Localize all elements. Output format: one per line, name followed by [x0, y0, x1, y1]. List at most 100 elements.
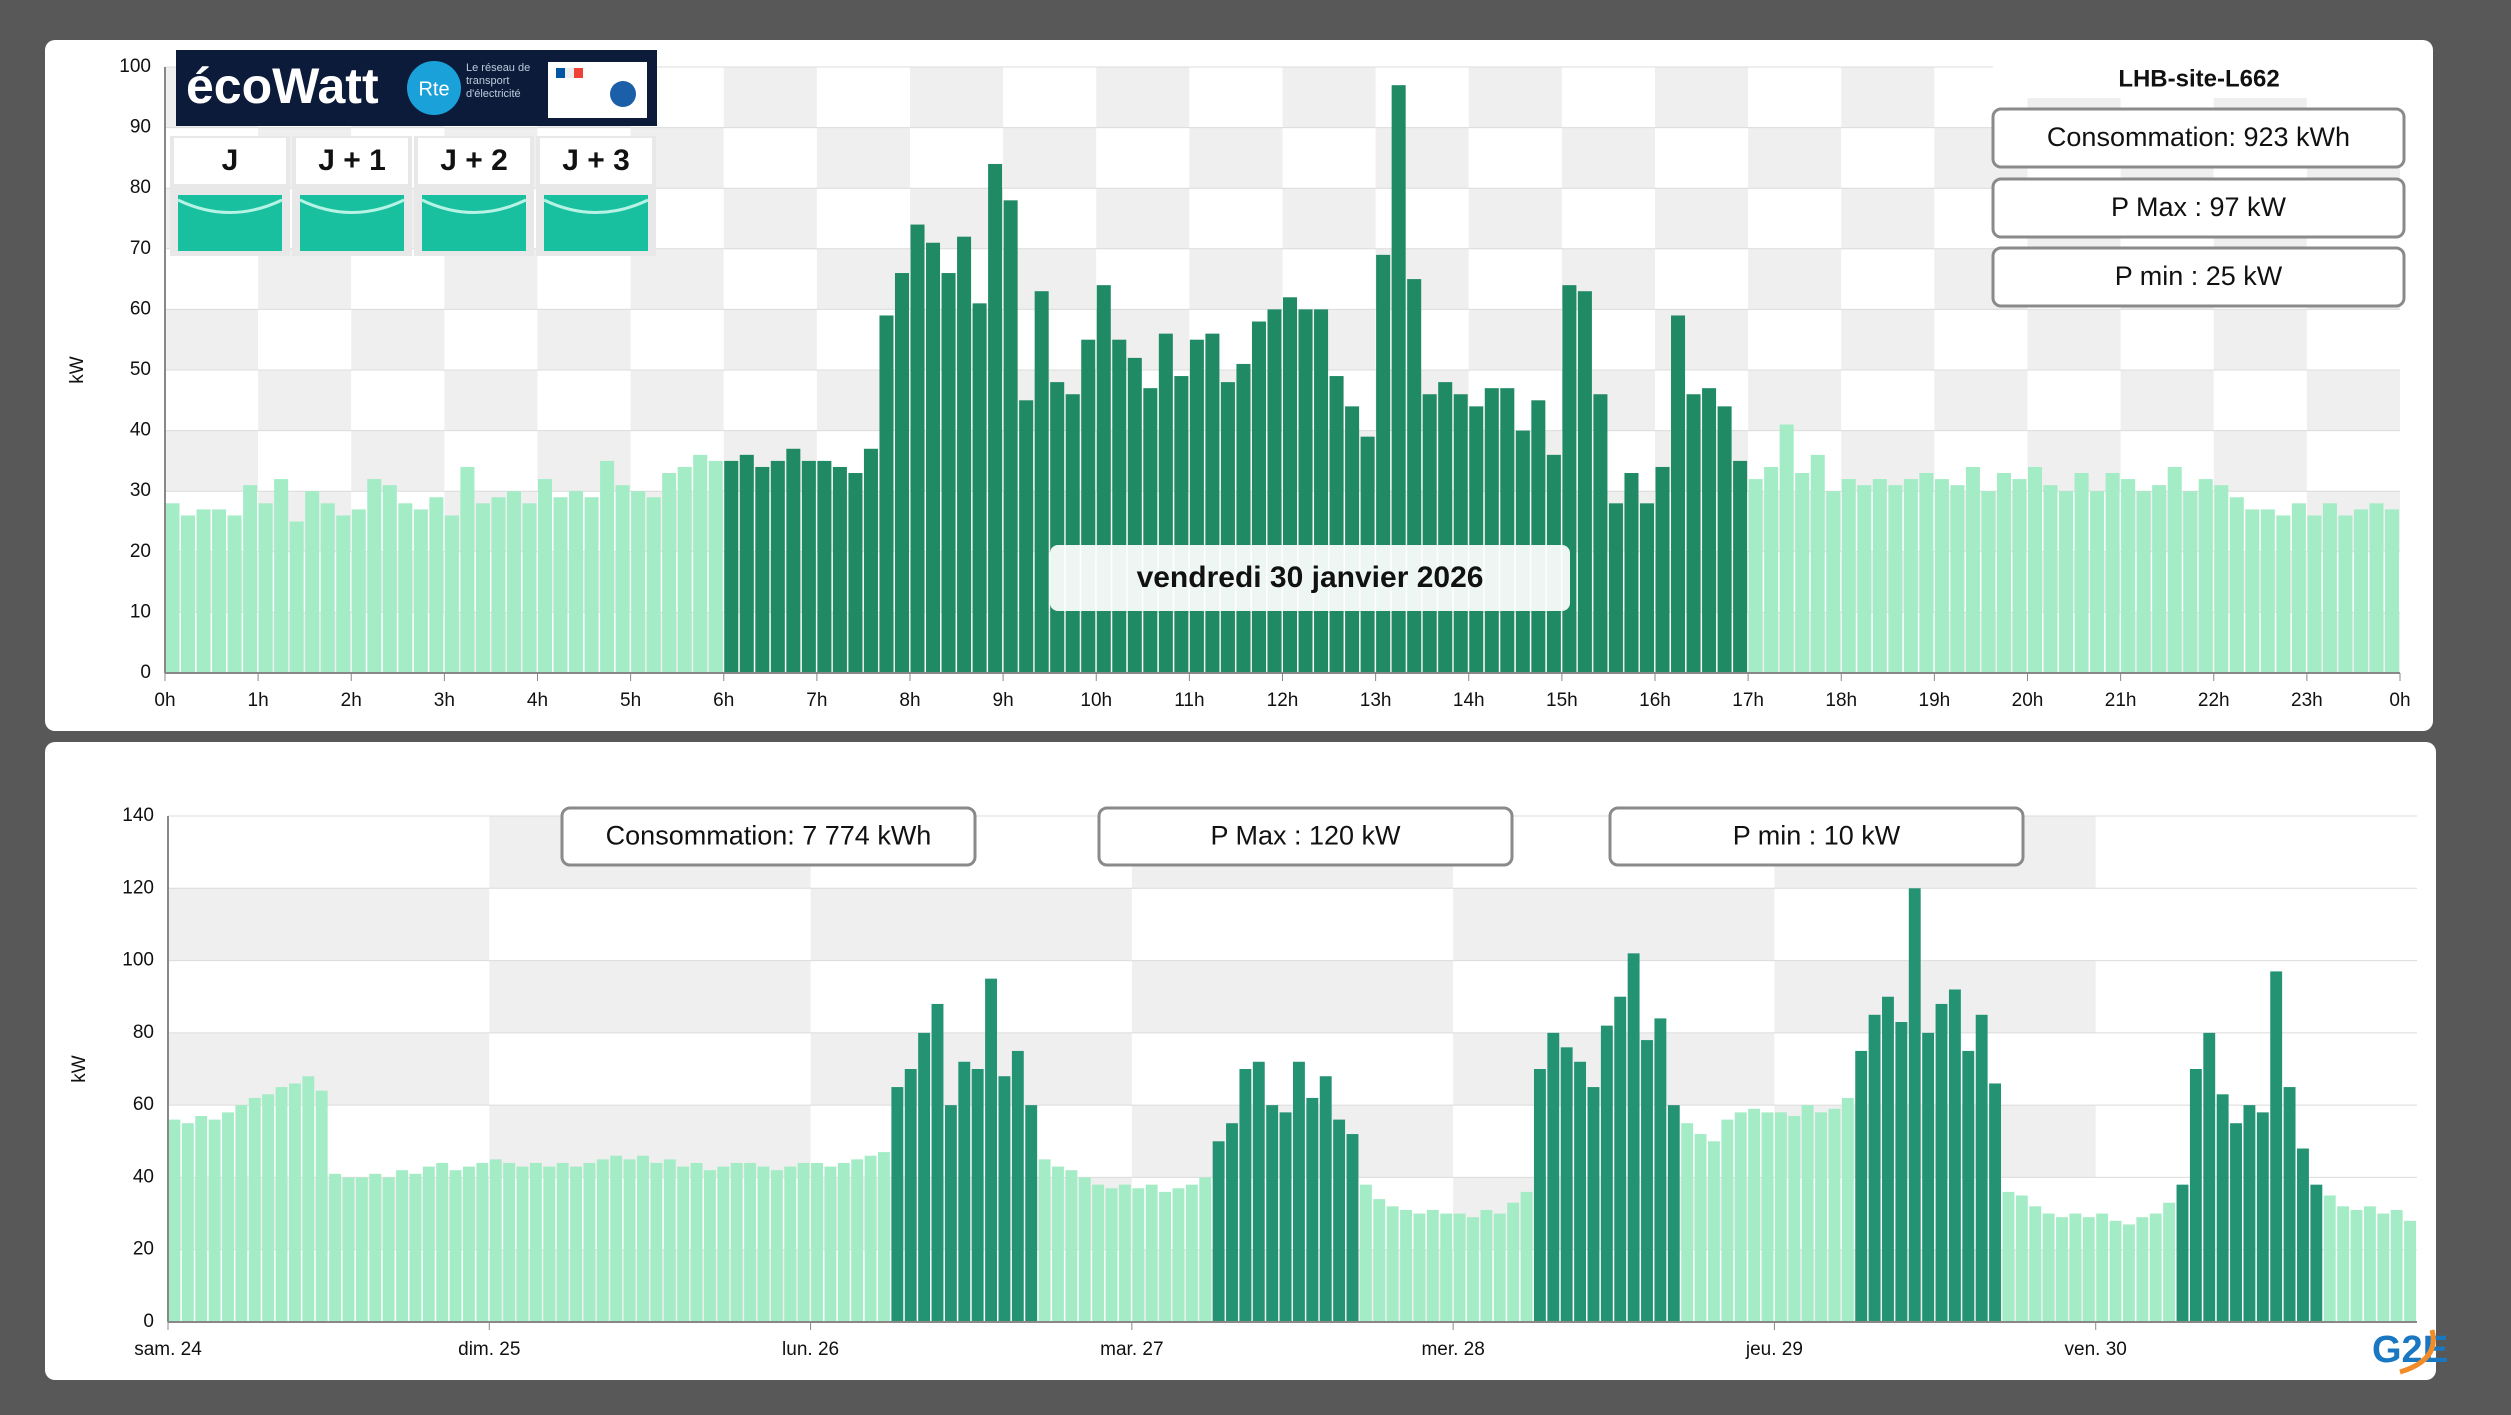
bar	[784, 1166, 797, 1322]
bar	[998, 1076, 1011, 1322]
grid-cell	[2306, 612, 2400, 673]
y-tick-label: 120	[122, 877, 154, 898]
g2e-logo: G2E	[2372, 1329, 2448, 1371]
bar	[436, 1162, 449, 1322]
bar	[355, 1177, 368, 1322]
bar	[463, 1166, 475, 1322]
bar	[1050, 382, 1065, 673]
grid-cell	[910, 612, 1004, 673]
bar	[848, 473, 863, 673]
grid-cell	[1375, 430, 1469, 492]
bar	[1962, 1050, 1975, 1322]
bar	[2323, 1195, 2336, 1322]
grid-cell	[1375, 188, 1469, 249]
bar	[1422, 394, 1437, 673]
bar	[1882, 996, 1894, 1322]
bar	[1467, 1217, 1479, 1322]
day-signal	[422, 195, 526, 251]
bar	[1627, 953, 1640, 1322]
grid-cell	[1561, 612, 1655, 673]
grid-cell	[1003, 612, 1097, 673]
bar	[1174, 376, 1189, 673]
grid-cell	[1748, 127, 1842, 189]
grid-cell	[810, 1032, 1132, 1106]
grid-cell	[444, 491, 538, 552]
day-signal	[178, 195, 282, 251]
grid-cell	[1655, 551, 1749, 613]
bar	[382, 485, 397, 673]
grid-cell	[258, 491, 352, 552]
day-label: J + 3	[562, 144, 630, 177]
bar	[1734, 1112, 1747, 1322]
y-tick-label: 20	[130, 541, 151, 562]
day-wave	[421, 198, 527, 214]
grid-cell	[1748, 309, 1842, 370]
grid-cell	[165, 430, 259, 492]
grid-cell	[1096, 430, 1190, 492]
grid-cell	[1375, 370, 1469, 431]
bar	[1520, 1191, 1533, 1322]
bar	[2096, 1213, 2109, 1322]
x-tick-label: 10h	[1080, 690, 1112, 711]
bar	[2260, 509, 2275, 673]
bar	[610, 1155, 623, 1322]
bar	[1919, 473, 1934, 673]
x-tick-label: 19h	[1919, 690, 1951, 711]
y-axis-label: kW	[69, 1055, 90, 1083]
bar	[413, 509, 428, 673]
bar	[2163, 1202, 2176, 1322]
grid-cell	[1774, 1177, 2096, 1250]
y-tick-label: 10	[130, 601, 151, 622]
bar	[396, 1170, 408, 1322]
rte-text: Le réseau de transport d'électricité	[466, 62, 531, 100]
bar	[878, 1152, 890, 1322]
bar	[2214, 485, 2229, 673]
bar	[1681, 1123, 1694, 1322]
grid-cell	[1748, 370, 1842, 431]
bar	[2121, 479, 2136, 673]
bar	[1868, 1014, 1881, 1322]
grid-cell	[1003, 430, 1097, 492]
bar	[1127, 357, 1142, 673]
bar	[1975, 1014, 1988, 1322]
y-tick-label: 60	[133, 1094, 154, 1115]
bar	[1500, 388, 1515, 673]
bar	[168, 1119, 181, 1322]
grid-cell	[2120, 370, 2214, 431]
grid-cell	[1453, 960, 1775, 1033]
grid-cell	[810, 888, 1132, 961]
bar	[503, 1162, 516, 1322]
bar	[985, 978, 997, 1322]
bar	[196, 509, 211, 673]
bar	[2270, 971, 2283, 1322]
grid-cell	[1841, 491, 1935, 552]
grid-cell	[1934, 430, 2028, 492]
bar	[289, 521, 304, 673]
grid-cell	[168, 1177, 490, 1250]
bar	[1533, 1069, 1546, 1322]
stat-text: Consommation: 7 774 kWh	[606, 821, 932, 851]
bar	[2307, 515, 2322, 673]
grid-cell	[1131, 888, 1454, 961]
grid-cell	[258, 612, 352, 673]
grid-cell	[1189, 188, 1283, 249]
bar	[2243, 1105, 2256, 1322]
grid-cell	[1468, 188, 1562, 249]
grid-cell	[165, 370, 259, 431]
grid-cell	[1375, 248, 1469, 310]
bar	[904, 1069, 917, 1322]
bar	[988, 163, 1003, 673]
bar	[181, 515, 196, 673]
grid-cell	[910, 370, 1004, 431]
x-tick-label: 17h	[1732, 690, 1764, 711]
grid-cell	[1453, 888, 1775, 961]
grid-cell	[816, 248, 910, 310]
grid-cell	[910, 430, 1004, 492]
bar	[832, 466, 847, 673]
bar	[1764, 466, 1779, 673]
grid-cell	[258, 309, 352, 370]
grid-cell	[1561, 127, 1655, 189]
bar	[2230, 1123, 2242, 1322]
grid-cell	[168, 816, 490, 889]
grid-cell	[1655, 370, 1749, 431]
